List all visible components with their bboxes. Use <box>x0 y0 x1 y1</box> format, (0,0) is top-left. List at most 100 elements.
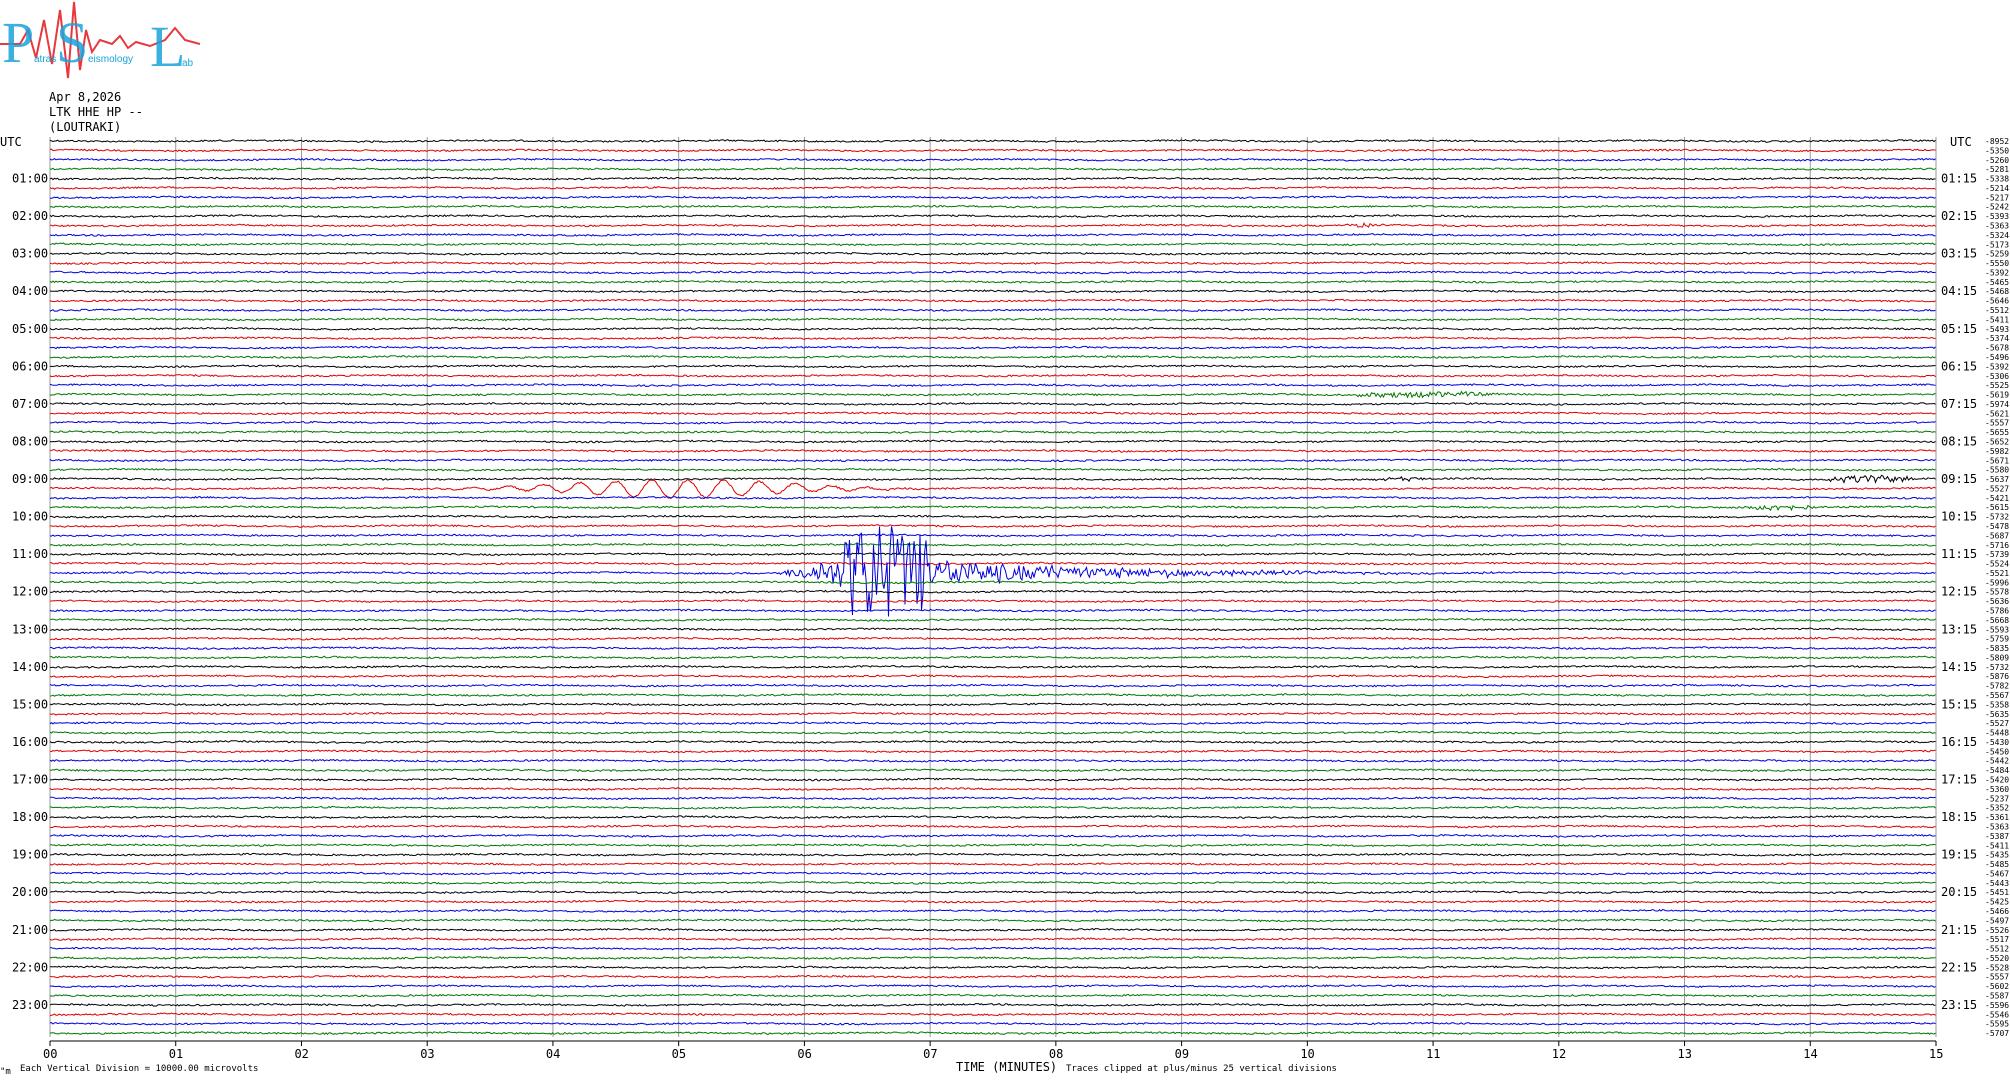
trace-mean-32: -5652 <box>1985 437 2009 446</box>
plot-header: Apr 8,2026 LTK HHE HP -- (LOUTRAKI) <box>49 90 143 135</box>
trace-mean-82: -5466 <box>1985 907 2009 916</box>
trace-mean-19: -5411 <box>1985 315 2009 324</box>
trace-78 <box>49 871 1936 876</box>
trace-91 <box>49 993 1936 998</box>
trace-44 <box>49 552 1936 557</box>
left-time-labels: 01:00 02:00 03:00 04:00 05:00 06:00 07:00 08:00… <box>12 172 48 1012</box>
trace-71 <box>49 805 1936 810</box>
x-axis-title: TIME (MINUTES) <box>956 1060 1057 1074</box>
trace-mean-58: -5782 <box>1985 682 2009 691</box>
trace-64 <box>49 740 1936 744</box>
trace-73 <box>49 824 1936 829</box>
trace-mean-35: -5580 <box>1985 466 2009 475</box>
x-tick-label-7: 07 <box>923 1047 937 1061</box>
y-tick-right-11: 12:15 <box>1941 585 1977 599</box>
trace-mean-83: -5497 <box>1985 916 2009 925</box>
right-time-labels: 01:15 02:15 03:15 04:15 05:15 06:15 07:15 08:15… <box>1941 172 1977 1012</box>
trace-4 <box>49 176 1936 181</box>
trace-mean-84: -5526 <box>1985 926 2009 935</box>
trace-mean-49: -5636 <box>1985 597 2009 606</box>
trace-83 <box>49 918 1936 923</box>
trace-mean-76: -5435 <box>1985 851 2009 860</box>
y-tick-right-3: 04:15 <box>1941 284 1977 298</box>
trace-mean-60: -5358 <box>1985 700 2009 709</box>
clip-note: Traces clipped at plus/minus 25 vertical… <box>1066 1064 1337 1074</box>
trace-36 <box>49 474 1936 484</box>
trace-mean-69: -5360 <box>1985 785 2009 794</box>
trace-29 <box>49 411 1936 416</box>
y-axis-label-right: UTC <box>1950 135 1972 149</box>
y-tick-right-15: 16:15 <box>1941 735 1977 749</box>
trace-24 <box>49 364 1936 369</box>
trace-72 <box>49 815 1936 820</box>
trace-43 <box>49 542 1936 547</box>
y-tick-left-1: 02:00 <box>12 209 48 223</box>
trace-1 <box>49 148 1936 153</box>
trace-mean-67: -5484 <box>1985 766 2009 775</box>
trace-35 <box>49 467 1936 472</box>
trace-mean-89: -5557 <box>1985 973 2009 982</box>
y-tick-right-22: 23:15 <box>1941 998 1977 1012</box>
x-axis-ticks: 00 01 02 03 04 05 06 07 08 09 10 11 12 13 14 15 <box>43 1040 1943 1061</box>
trace-87 <box>49 955 1936 960</box>
trace-45 <box>50 561 1936 566</box>
y-tick-right-14: 15:15 <box>1941 697 1977 711</box>
trace-70 <box>49 796 1936 801</box>
trace-mean-42: -5687 <box>1985 531 2009 540</box>
y-tick-right-8: 09:15 <box>1941 472 1977 486</box>
trace-85 <box>49 937 1936 942</box>
trace-65 <box>49 749 1936 754</box>
trace-mean-10: -5324 <box>1985 231 2009 240</box>
y-tick-right-21: 22:15 <box>1941 960 1977 974</box>
logo-word-ab: ab <box>182 58 194 69</box>
trace-mean-70: -5237 <box>1985 794 2009 803</box>
y-tick-left-21: 22:00 <box>12 960 48 974</box>
trace-mean-13: -5550 <box>1985 259 2009 268</box>
corner-mark: "m <box>0 1067 11 1077</box>
trace-mean-24: -5392 <box>1985 362 2009 371</box>
trace-mean-28: -5974 <box>1985 400 2009 409</box>
y-tick-right-4: 05:15 <box>1941 322 1977 336</box>
trace-mean-95: -5707 <box>1985 1029 2009 1038</box>
trace-mean-11: -5173 <box>1985 240 2009 249</box>
seismic-traces <box>49 138 1936 1035</box>
trace-mean-77: -5485 <box>1985 860 2009 869</box>
plot-channel: LTK HHE HP -- <box>49 105 143 119</box>
trace-mean-labels: -8952-5350-5260-5281-5338-5214-5217-5242… <box>1985 137 2009 1038</box>
trace-mean-30: -5557 <box>1985 419 2009 428</box>
plot-date: Apr 8,2026 <box>49 90 122 104</box>
trace-11 <box>49 242 1936 247</box>
trace-mean-92: -5596 <box>1985 1001 2009 1010</box>
trace-mean-1: -5350 <box>1985 146 2009 155</box>
y-tick-left-19: 20:00 <box>12 885 48 899</box>
trace-mean-81: -5425 <box>1985 898 2009 907</box>
y-tick-left-17: 18:00 <box>12 810 48 824</box>
trace-55 <box>49 655 1936 660</box>
trace-19 <box>49 317 1936 322</box>
trace-59 <box>49 693 1936 697</box>
y-tick-left-11: 12:00 <box>12 585 48 599</box>
trace-mean-80: -5451 <box>1985 888 2009 897</box>
x-tick-label-1: 01 <box>169 1047 183 1061</box>
trace-16 <box>49 289 1936 294</box>
y-tick-right-12: 13:15 <box>1941 622 1977 636</box>
trace-mean-21: -5374 <box>1985 334 2009 343</box>
y-tick-right-7: 08:15 <box>1941 434 1977 448</box>
trace-86 <box>49 946 1936 951</box>
trace-12 <box>50 251 1936 256</box>
trace-mean-72: -5361 <box>1985 813 2009 822</box>
trace-mean-45: -5524 <box>1985 560 2009 569</box>
y-tick-left-8: 09:00 <box>12 472 48 486</box>
trace-mean-68: -5420 <box>1985 776 2009 785</box>
trace-mean-61: -5635 <box>1985 710 2009 719</box>
trace-mean-43: -5716 <box>1985 541 2009 550</box>
trace-84 <box>49 927 1936 932</box>
trace-mean-22: -5678 <box>1985 344 2009 353</box>
logo-letter-p: P <box>2 10 34 75</box>
logo-pulse-line <box>0 1 200 79</box>
y-tick-left-15: 16:00 <box>12 735 48 749</box>
y-tick-right-9: 10:15 <box>1941 510 1977 524</box>
trace-mean-94: -5595 <box>1985 1020 2009 1029</box>
y-tick-left-20: 21:00 <box>12 923 48 937</box>
y-tick-left-4: 05:00 <box>12 322 48 336</box>
